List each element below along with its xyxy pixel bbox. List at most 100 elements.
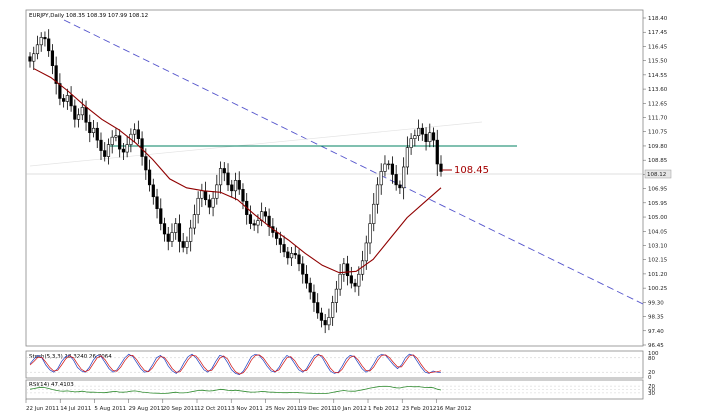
annotation-label: 108.45 [454,165,489,176]
price-bar [58,73,62,106]
price-bar [91,120,96,138]
price-bar [185,236,189,255]
date-tick-label: 19 Dec 2011 [300,406,335,412]
price-tick-label: 108.85 [648,158,668,164]
price-bar [398,180,402,194]
price-bar [76,108,81,128]
date-tick-label: 25 Nov 2011 [265,406,300,412]
price-bar [390,156,395,184]
price-bar [50,44,55,75]
price-bar [383,155,387,177]
price-bar [65,88,69,110]
price-tick-label: 115.50 [648,59,668,65]
price-bar [372,193,376,232]
price-bar [353,278,357,293]
price-tick-label: 117.45 [648,30,668,36]
price-tick-label: 100.25 [648,286,668,292]
price-bar [121,142,126,160]
date-tick-label: 29 Aug 2011 [129,406,164,412]
price-tick-label: 112.65 [648,101,668,107]
stochastic-signal-line [29,354,442,375]
price-bar [342,257,346,282]
price-tick-label: 102.15 [648,258,668,264]
price-bar [69,86,73,112]
price-bar [174,218,178,240]
price-bar [144,148,148,180]
price-bar [334,280,338,313]
price-bar [114,128,118,142]
price-bar [416,119,421,141]
price-bar [278,231,282,253]
price-tick-label: 106.95 [648,187,668,193]
price-bar [301,256,305,284]
price-tick-label: 104.05 [648,229,668,235]
price-bar [62,94,66,108]
stochastic-tick-label: 80 [648,356,655,362]
price-bar [155,188,159,219]
price-bar [192,204,197,235]
price-bar [136,120,140,145]
price-bar [233,172,238,201]
price-bar [207,194,211,215]
price-panel: EURJPY,Daily 108.35 108.39 107.99 108.12… [25,9,672,349]
rsi-header: RSI(14) 47.4103 [29,382,74,388]
price-bar [218,161,223,194]
price-bar [73,99,77,128]
price-tick-label: 97.40 [648,329,664,335]
price-bar [323,314,327,334]
price-bar [181,232,185,253]
price-bar [99,132,103,160]
price-bar [230,179,234,198]
price-bar [133,123,137,143]
stochastic-main-line [29,353,442,375]
price-bar [439,155,443,177]
current-price-box [644,169,672,179]
price-bar [286,246,290,265]
price-bar [409,133,413,155]
current-price-label: 108.12 [647,172,666,178]
price-bar [151,178,155,205]
date-tick-label: 1 Feb 2012 [368,406,399,412]
price-bar [103,142,107,162]
price-tick-label: 114.55 [648,73,668,79]
price-axis: 118.40 117.45 116.45 115.50 114.55 113.60 112.… [643,16,668,349]
price-bar [379,163,383,195]
price-tick-label: 101.20 [648,272,668,278]
price-bar [428,123,432,148]
price-bar [368,214,372,255]
price-bar [222,162,226,182]
stochastic-tick-label: 100 [648,351,659,357]
stochastic-tick-label: 0 [648,375,652,381]
price-bar [39,32,43,52]
date-tick-label: 14 Jul 2011 [60,406,91,412]
price-bar [357,266,361,296]
rsi-tick-label: 50 [648,388,655,394]
price-tick-label: 111.70 [648,116,668,122]
price-bar [387,160,391,170]
price-bar [327,308,331,331]
price-tick-label: 113.60 [648,87,668,93]
price-bar [237,171,241,195]
price-bar [28,52,32,68]
price-bar [308,277,312,300]
price-bar [159,198,163,231]
price-tick-label: 98.35 [648,315,664,321]
date-tick-label: 5 Aug 2011 [94,406,126,412]
price-bar [402,157,406,200]
date-tick-label: 16 Mar 2012 [436,406,471,412]
channel-line [29,121,483,167]
price-tick-label: 118.40 [648,16,668,22]
price-bar [43,31,47,47]
price-bar [88,114,92,143]
price-bar [32,46,36,70]
rsi-tick-label: 70 [648,384,655,390]
price-bar [125,135,129,158]
price-panel-frame [25,9,644,347]
price-tick-label: 116.45 [648,44,668,50]
stochastic-tick-label: 20 [648,370,655,376]
price-bar [196,191,200,224]
price-tick-label: 105.95 [648,201,668,207]
price-bar [435,129,439,177]
